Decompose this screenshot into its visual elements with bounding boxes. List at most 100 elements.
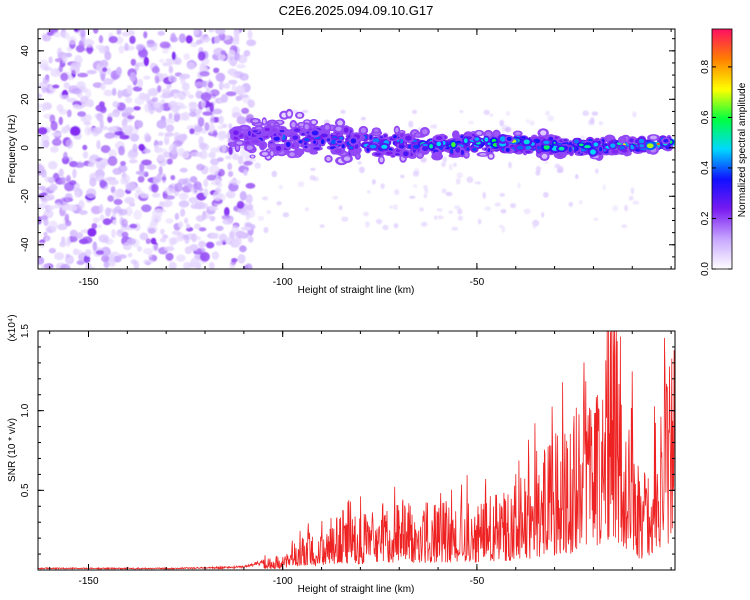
spectrogram-noise-blob bbox=[499, 119, 505, 127]
spectrogram-noise-blobs bbox=[38, 29, 640, 269]
spectrogram-signal-core bbox=[558, 146, 565, 151]
spectrogram-noise-blob bbox=[183, 261, 192, 269]
spectrogram-noise-blob bbox=[152, 192, 161, 198]
spectrogram-noise-blob bbox=[163, 246, 175, 252]
spectrogram-noise-blob bbox=[207, 81, 214, 89]
spectrogram-noise-blob bbox=[60, 176, 66, 185]
spectrogram-noise-blob bbox=[363, 211, 369, 217]
colorbar-cell bbox=[712, 85, 732, 88]
colorbar-cell bbox=[712, 49, 732, 52]
spectrogram-signal-core bbox=[261, 152, 268, 156]
spectrogram-noise-blob bbox=[233, 29, 240, 38]
spectrogram-signal-core bbox=[516, 145, 524, 150]
spectrogram-noise-blob bbox=[133, 260, 140, 269]
spectrogram-noise-blob bbox=[93, 29, 99, 34]
spectrogram-noise-blob bbox=[78, 238, 89, 245]
spectrogram-panel: -150 -100 -50 -40 -20 0 20 40 Height of straig… bbox=[7, 28, 676, 296]
colorbar-cell bbox=[712, 259, 732, 262]
spectrogram-noise-blob bbox=[218, 115, 224, 125]
spectrogram-noise-blob bbox=[473, 181, 481, 185]
spectrogram-noise-blob bbox=[441, 161, 446, 168]
spectrogram-noise-blob bbox=[137, 175, 145, 183]
spectrogram-noise-blob bbox=[107, 253, 115, 263]
spectrogram-signal-core bbox=[590, 149, 596, 155]
spectrogram-noise-blob bbox=[126, 238, 137, 245]
spectrogram-signal-core bbox=[403, 151, 409, 157]
spectrogram-noise-blob bbox=[69, 180, 77, 186]
spectrogram-noise-blob bbox=[168, 65, 174, 74]
spectrogram-noise-blob bbox=[40, 196, 49, 204]
spectrogram-noise-blob bbox=[236, 200, 245, 209]
colorbar-cell bbox=[712, 225, 732, 228]
colorbar-cell bbox=[712, 217, 732, 220]
spectrogram-noise-blob bbox=[359, 166, 365, 173]
colorbar-cell bbox=[712, 127, 732, 130]
spectrogram-signal-core bbox=[326, 156, 331, 161]
spectrogram-signal-core bbox=[252, 139, 259, 144]
spectrogram-noise-blob bbox=[124, 196, 135, 204]
spectrogram-noise-blob bbox=[54, 252, 65, 261]
colorbar-cell bbox=[712, 199, 732, 202]
spectrogram-noise-blob bbox=[568, 201, 574, 207]
spectrogram-noise-blob bbox=[194, 125, 203, 132]
spectrogram-noise-blob bbox=[228, 79, 238, 85]
spectrogram-noise-blob bbox=[178, 221, 184, 229]
spectrogram-signal-core bbox=[417, 153, 423, 158]
spectrogram-noise-blob bbox=[186, 61, 196, 70]
spectrogram-noise-blob bbox=[137, 78, 144, 88]
spectrogram-noise-blob bbox=[151, 66, 160, 74]
spectrogram-noise-blob bbox=[156, 119, 167, 129]
spectrogram-signal-core bbox=[291, 122, 296, 128]
spectrogram-signal-core bbox=[273, 136, 280, 141]
spectrogram-signal-core bbox=[339, 136, 344, 140]
colorbar-cell bbox=[712, 39, 732, 42]
spectrogram-noise-blob bbox=[83, 255, 91, 264]
colorbar-cell bbox=[712, 47, 732, 50]
spectrogram-noise-blob bbox=[158, 166, 163, 176]
colorbar-cell bbox=[712, 153, 732, 156]
spectrogram-noise-blob bbox=[51, 131, 62, 137]
figure-title: C2E6.2025.094.09.10.G17 bbox=[279, 3, 434, 18]
spectrogram-noise-blob bbox=[357, 161, 362, 165]
spectrogram-signal-core bbox=[373, 128, 379, 133]
spectrogram-noise-blob bbox=[245, 182, 256, 189]
spectrogram-noise-blob bbox=[59, 241, 67, 248]
spectrogram-noise-blob bbox=[204, 122, 210, 131]
spectrogram-signal-core bbox=[304, 145, 308, 149]
spectrogram-noise-blob bbox=[183, 53, 190, 61]
spectrogram-noise-blob bbox=[48, 56, 53, 64]
spectrogram-signal-core bbox=[252, 130, 259, 133]
spectrogram-signal-blobs bbox=[227, 108, 675, 166]
spectrogram-noise-blob bbox=[172, 230, 181, 236]
spectrogram-noise-blob bbox=[158, 58, 165, 63]
spectrogram-noise-blob bbox=[482, 191, 487, 199]
colorbar: 0.0 0.2 0.4 0.6 0.8 Normalized spectral ampl… bbox=[700, 28, 748, 276]
spectrogram-noise-blob bbox=[174, 182, 183, 192]
spectrogram-signal-core bbox=[276, 145, 282, 151]
spectrogram-noise-blob bbox=[591, 111, 599, 116]
spectrogram-noise-blob bbox=[108, 179, 119, 186]
spectrogram-noise-blob bbox=[178, 178, 188, 185]
spectrogram-signal-core bbox=[304, 138, 310, 142]
colorbar-cell bbox=[712, 189, 732, 192]
spectrogram-noise-blob bbox=[547, 115, 554, 122]
spectrogram-noise-blob bbox=[112, 101, 120, 108]
spectrogram-noise-blob bbox=[389, 205, 393, 209]
colorbar-tick-label: 0.6 bbox=[700, 110, 711, 124]
spectrogram-noise-blob bbox=[143, 132, 151, 143]
spectrogram-noise-blob bbox=[141, 159, 152, 166]
spectrogram-noise-blob bbox=[188, 101, 197, 107]
snr-x-tick-label: -50 bbox=[470, 576, 485, 587]
colorbar-cell bbox=[712, 61, 732, 64]
spectrogram-signal-core bbox=[287, 111, 292, 117]
spectrogram-noise-blob bbox=[126, 115, 135, 120]
spectrogram-noise-blob bbox=[151, 97, 158, 102]
spectrogram-signal-core bbox=[279, 129, 285, 133]
spectrogram-noise-blob bbox=[118, 145, 125, 156]
colorbar-cell bbox=[712, 163, 732, 166]
spectrogram-noise-blob bbox=[243, 169, 248, 176]
spectrogram-noise-blob bbox=[99, 204, 104, 214]
spectrogram-noise-blob bbox=[50, 146, 59, 153]
spectrogram-signal-core bbox=[429, 144, 433, 149]
spectrogram-noise-blob bbox=[84, 101, 94, 107]
